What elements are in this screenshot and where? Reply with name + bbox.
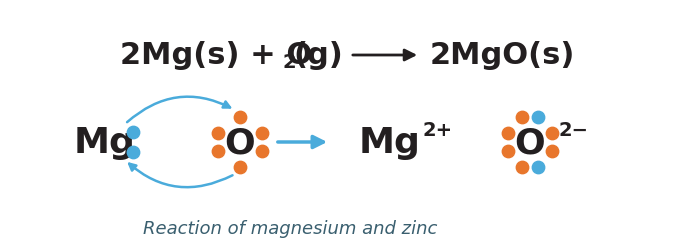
Text: O: O — [225, 126, 255, 159]
Point — [256, 132, 267, 136]
Point — [546, 150, 557, 154]
Point — [256, 150, 267, 154]
Point — [235, 116, 246, 119]
Text: Reaction of magnesium and zinc: Reaction of magnesium and zinc — [143, 219, 437, 237]
Point — [128, 150, 139, 154]
FancyArrowPatch shape — [129, 164, 233, 188]
Text: Mg: Mg — [74, 126, 136, 159]
Text: O: O — [515, 126, 545, 159]
Point — [235, 165, 246, 169]
Point — [517, 116, 528, 119]
Text: 2: 2 — [283, 53, 297, 72]
Text: 2+: 2+ — [423, 121, 453, 140]
Point — [517, 165, 528, 169]
Point — [213, 150, 223, 154]
Text: 2MgO(s): 2MgO(s) — [430, 41, 575, 70]
Point — [503, 132, 513, 136]
Text: (g): (g) — [293, 41, 343, 70]
FancyArrowPatch shape — [127, 97, 230, 123]
Text: 2−: 2− — [558, 121, 588, 140]
Point — [532, 116, 543, 119]
Text: 2Mg(s) + O: 2Mg(s) + O — [120, 41, 312, 70]
Point — [532, 165, 543, 169]
Point — [546, 132, 557, 136]
Point — [128, 130, 139, 134]
Point — [503, 150, 513, 154]
Point — [213, 132, 223, 136]
Text: Mg: Mg — [359, 126, 421, 159]
